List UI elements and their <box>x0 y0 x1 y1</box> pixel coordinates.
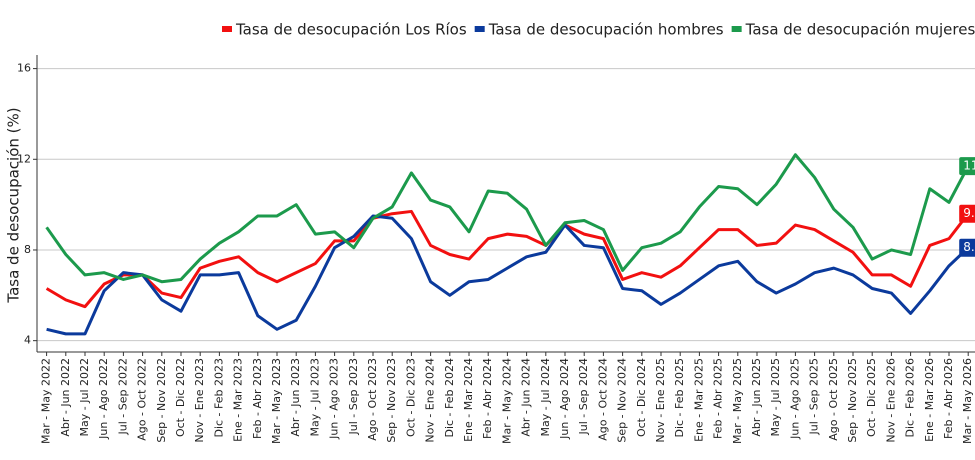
end-label: 9.6 <box>963 206 975 220</box>
end-label: 8.1 <box>963 240 975 254</box>
end-label-box <box>959 238 975 257</box>
x-tick-label: Dic - Feb 2023 <box>212 358 225 438</box>
end-label-box <box>959 157 975 176</box>
series-line <box>45 153 970 284</box>
x-tick-label: Oct - Dic 2023 <box>404 358 417 437</box>
x-tick-label: Sep - Nov 2025 <box>846 358 859 443</box>
end-label-box <box>959 204 975 223</box>
y-tick-label: 8 <box>24 243 31 256</box>
x-tick-label: Mar - May 2023 <box>270 358 283 444</box>
x-tick-label: Mar - May 2026 <box>961 358 974 444</box>
x-tick-label: Ago - Oct 2023 <box>366 358 379 441</box>
y-axis-label: Tasa de desocupación (%) <box>5 107 23 303</box>
x-tick-label: Mar - May 2022 <box>40 358 53 444</box>
y-tick-label: 4 <box>24 334 31 347</box>
x-tick-label: Abr - Jun 2023 <box>289 358 302 437</box>
series-line <box>45 209 970 309</box>
x-tick-label: Oct - Dic 2024 <box>635 358 648 437</box>
x-tick-label: Dic - Feb 2026 <box>904 358 917 438</box>
x-tick-label: Oct - Dic 2025 <box>865 358 878 437</box>
x-tick-label: Mar - May 2025 <box>731 358 744 444</box>
x-tick-label: Jul - Sep 2025 <box>808 358 821 435</box>
x-tick-label: Jun - Ago 2022 <box>97 358 110 440</box>
x-tick-label: Dic - Feb 2025 <box>673 358 686 438</box>
x-tick-label: Jul - Sep 2024 <box>577 358 590 435</box>
x-tick-label: Ene - Mar 2023 <box>232 358 245 442</box>
x-tick-label: Ene - Mar 2026 <box>923 358 936 442</box>
x-tick-label: Abr - Jun 2025 <box>750 358 763 437</box>
x-tick-label: Jul - Sep 2023 <box>347 358 360 435</box>
x-tick-label: Jul - Sep 2022 <box>116 358 129 435</box>
legend-label: Tasa de desocupación mujeres <box>745 21 975 39</box>
legend-label: Tasa de desocupación Los Ríos <box>235 21 467 39</box>
x-tick-label: May - Jul 2022 <box>78 358 91 436</box>
end-label: 11.7 <box>963 159 975 173</box>
legend-swatch <box>222 26 232 32</box>
x-tick-label: May - Jul 2025 <box>769 358 782 436</box>
x-tick-label: Jun - Ago 2024 <box>558 358 571 440</box>
x-tick-label: Mar - May 2024 <box>500 358 513 444</box>
x-tick-label: May - Jul 2023 <box>308 358 321 436</box>
x-tick-label: Dic - Feb 2024 <box>443 358 456 438</box>
x-tick-label: Sep - Nov 2022 <box>155 358 168 443</box>
x-tick-label: Nov - Ene 2024 <box>424 358 437 443</box>
x-tick-label: Jun - Ago 2023 <box>328 358 341 440</box>
x-tick-label: Nov - Ene 2026 <box>884 358 897 443</box>
y-tick-label: 12 <box>17 152 31 165</box>
x-tick-label: Oct - Dic 2022 <box>174 358 187 437</box>
x-tick-label: Feb - Abr 2024 <box>481 358 494 439</box>
x-tick-label: Nov - Ene 2025 <box>654 358 667 443</box>
x-tick-label: Ago - Oct 2022 <box>136 358 149 441</box>
x-tick-label: Ene - Mar 2024 <box>462 358 475 442</box>
x-tick-label: Abr - Jun 2022 <box>59 358 72 437</box>
series-line <box>46 214 970 336</box>
x-tick-label: Ago - Oct 2024 <box>596 358 609 441</box>
legend-swatch <box>474 26 485 32</box>
x-tick-label: May - Jul 2024 <box>539 358 552 436</box>
x-tick-label: Feb - Abr 2023 <box>251 358 264 439</box>
x-tick-label: Sep - Nov 2023 <box>385 358 398 443</box>
legend-swatch <box>731 26 742 32</box>
x-tick-label: Sep - Nov 2024 <box>616 358 629 443</box>
x-tick-label: Ago - Oct 2025 <box>827 358 840 441</box>
x-tick-label: Feb - Abr 2026 <box>942 358 955 439</box>
x-tick-label: Nov - Ene 2023 <box>193 358 206 443</box>
y-tick-label: 16 <box>17 62 31 75</box>
legend-label: Tasa de desocupación hombres <box>488 21 724 39</box>
x-tick-label: Feb - Abr 2025 <box>712 358 725 439</box>
x-tick-label: Ene - Mar 2025 <box>692 358 705 442</box>
x-tick-label: Jun - Ago 2025 <box>788 358 801 440</box>
x-tick-label: Abr - Jun 2024 <box>520 358 533 437</box>
